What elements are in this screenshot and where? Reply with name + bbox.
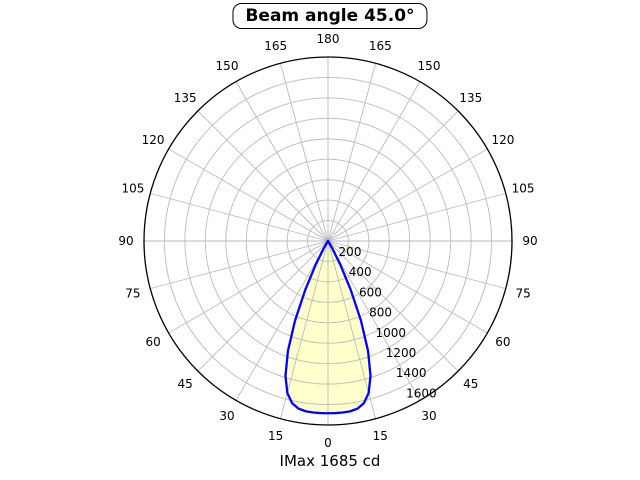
polar-grid-spoke — [327, 240, 459, 372]
polar-grid-spoke — [327, 240, 506, 290]
polar-grid-spoke — [327, 81, 421, 242]
polar-grid-spoke — [327, 192, 506, 242]
polar-grid-spoke — [279, 240, 329, 419]
theta-tick-label: 150 — [418, 59, 441, 73]
polar-grid-spoke — [327, 110, 459, 242]
polar-grid-spoke — [168, 148, 329, 242]
theta-tick-label: 105 — [121, 182, 144, 196]
r-tick-label: 800 — [369, 306, 392, 320]
polar-grid-spoke — [327, 148, 488, 242]
theta-tick-label: 45 — [463, 377, 478, 391]
theta-tick-label: 135 — [174, 91, 197, 105]
theta-tick-label: 30 — [421, 409, 436, 423]
polar-grid-spoke — [150, 192, 329, 242]
theta-tick-label: 90 — [118, 234, 133, 248]
polar-grid-spoke — [235, 240, 329, 401]
theta-tick-label: 90 — [522, 234, 537, 248]
polar-grid-spoke — [279, 63, 329, 242]
theta-tick-label: 120 — [491, 133, 514, 147]
r-tick-label: 200 — [339, 245, 362, 259]
polar-grid-spoke — [327, 240, 421, 401]
theta-tick-label: 60 — [495, 335, 510, 349]
theta-tick-label: 165 — [369, 39, 392, 53]
imax-caption: IMax 1685 cd — [279, 452, 381, 470]
theta-tick-label: 165 — [264, 39, 287, 53]
polar-grid-spoke — [150, 240, 329, 290]
r-tick-label: 1600 — [406, 386, 437, 400]
polar-grid-spoke — [197, 240, 329, 372]
chart-title: Beam angle 45.0° — [232, 3, 428, 29]
theta-tick-label: 60 — [145, 335, 160, 349]
theta-tick-label: 15 — [268, 429, 283, 443]
r-tick-label: 600 — [359, 285, 382, 299]
polar-grid-spoke — [327, 63, 377, 242]
r-tick-label: 1000 — [376, 326, 407, 340]
polar-grid-spoke — [327, 240, 488, 334]
polar-grid-spoke — [168, 240, 329, 334]
polar-grid-spoke — [235, 81, 329, 242]
theta-tick-label: 135 — [459, 91, 482, 105]
theta-tick-label: 180 — [317, 32, 340, 46]
polar-grid-spoke — [327, 240, 377, 419]
theta-tick-label: 15 — [373, 429, 388, 443]
theta-tick-label: 0 — [324, 436, 332, 450]
polar-grid-spoke — [197, 110, 329, 242]
polar-outer-circle — [143, 56, 513, 426]
beam-outline — [284, 239, 372, 415]
theta-tick-label: 45 — [178, 377, 193, 391]
theta-tick-label: 150 — [216, 59, 239, 73]
r-tick-label: 1200 — [386, 346, 417, 360]
r-tick-label: 1400 — [396, 366, 427, 380]
theta-tick-label: 75 — [125, 286, 140, 300]
theta-tick-label: 75 — [515, 286, 530, 300]
theta-tick-label: 105 — [512, 182, 535, 196]
r-tick-label: 400 — [349, 265, 372, 279]
theta-tick-label: 30 — [219, 409, 234, 423]
theta-tick-label: 120 — [142, 133, 165, 147]
